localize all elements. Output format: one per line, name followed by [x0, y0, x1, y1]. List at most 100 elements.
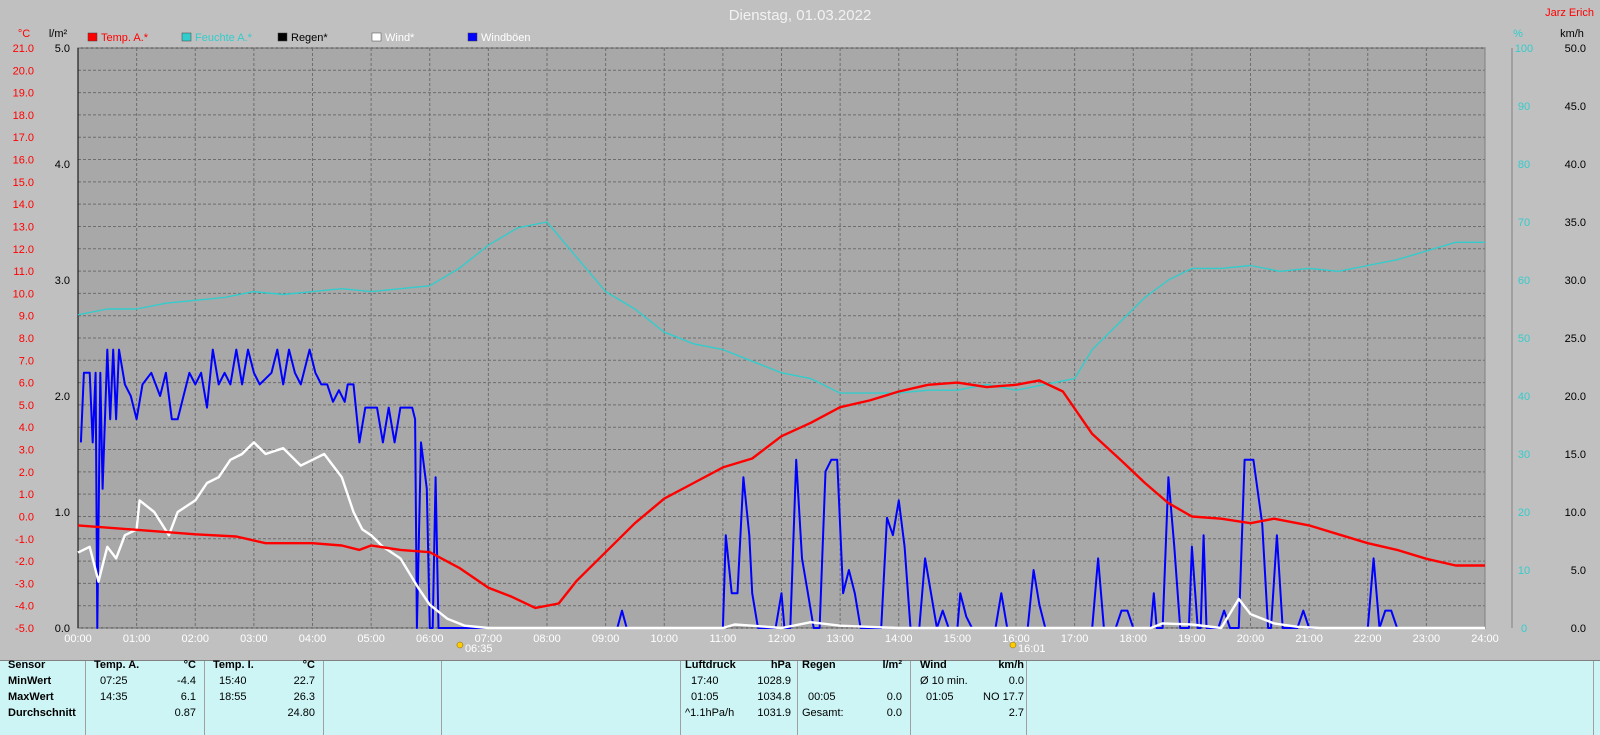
sunrise-label: 06:35 [465, 643, 493, 655]
temp-tick-label: 10.0 [13, 288, 34, 300]
pressure-min-time: 17:40 [691, 675, 719, 687]
temp-tick-label: 4.0 [19, 422, 34, 434]
humidity-tick-label: 50 [1518, 333, 1530, 345]
rain-total: 0.0 [886, 707, 902, 719]
wind-unit: km/h [998, 659, 1024, 671]
sunset-label: 16:01 [1018, 643, 1046, 655]
time-tick-label: 01:00 [123, 633, 151, 645]
temp-i-min-val: 22.7 [293, 675, 315, 687]
temp-tick-label: 9.0 [19, 311, 34, 323]
stats-empty-column-3 [1027, 661, 1599, 735]
chart-svg: 21.0 20.0 19.0 18.0 17.0 16.0 15.0 14.0 13.0 12.0… [13, 7, 1594, 655]
temp-tick-label: 20.0 [13, 65, 34, 77]
time-tick-label: 08:00 [533, 633, 561, 645]
stats-empty-column-1 [324, 661, 442, 735]
series-humidity-line [77, 221, 1485, 394]
row-label-max: MaxWert [8, 691, 54, 703]
legend-label: Regen* [291, 32, 328, 44]
time-tick-label: 04:00 [299, 633, 327, 645]
weather-chart: 21.0 20.0 19.0 18.0 17.0 16.0 15.0 14.0 13.0 12.0… [12, 7, 1594, 655]
rain-max-time: 00:05 [808, 691, 836, 703]
humidity-tick-label: 90 [1518, 101, 1530, 113]
humidity-tick-label: 20 [1518, 507, 1530, 519]
temp-tick-label: 8.0 [19, 333, 34, 345]
wind-avg-label: Ø 10 min. [920, 675, 968, 687]
temp-i-max-val: 26.3 [293, 691, 315, 703]
wind-max-time: 01:05 [926, 691, 954, 703]
rain-max-val: 0.0 [886, 691, 902, 703]
wind-current: 2.7 [1008, 707, 1024, 719]
rain-unit: l/m² [882, 659, 902, 671]
series-temp-line [77, 379, 1485, 610]
time-tick-label: 24:00 [1471, 633, 1499, 645]
wind-tick-label: 25.0 [1565, 333, 1586, 345]
legend-label: Wind* [385, 32, 415, 44]
temp-tick-label: 5.0 [19, 400, 34, 412]
rain-tick-label: 1.0 [55, 507, 70, 519]
temp-i-max-time: 18:55 [219, 691, 247, 703]
temp-i-avg: 24.80 [287, 707, 315, 719]
rain-tick-label: 0.0 [55, 623, 70, 635]
stats-empty-column-2 [442, 661, 681, 735]
temp-tick-label: 7.0 [19, 355, 34, 367]
time-tick-label: 06:00 [416, 633, 444, 645]
legend-swatch [87, 32, 98, 42]
temp-tick-label: 6.0 [19, 378, 34, 390]
temp-tick-label: 0.0 [19, 511, 34, 523]
temp-a-unit: °C [183, 659, 196, 671]
wind-tick-label: 30.0 [1565, 275, 1586, 287]
legend-swatch [467, 32, 478, 42]
temp-a-header: Temp. A. [94, 659, 140, 671]
time-tick-label: 17:00 [1061, 633, 1089, 645]
legend-label: Feuchte A.* [195, 32, 253, 44]
pressure-header: Luftdruck [685, 659, 736, 671]
stats-pressure-column: Luftdruck hPa 17:40 1028.9 01:05 1034.8 … [681, 659, 798, 735]
wind-header: Wind [920, 659, 947, 671]
humidity-unit-label: % [1513, 28, 1523, 40]
temp-tick-label: 15.0 [13, 177, 34, 189]
pressure-max-time: 01:05 [691, 691, 719, 703]
temp-tick-label: -5.0 [15, 623, 34, 635]
legend-swatch [277, 32, 288, 42]
pressure-trend: ^1.1hPa/h [685, 707, 735, 719]
temp-unit-label: °C [18, 28, 30, 40]
temp-a-min-val: -4.4 [177, 675, 196, 687]
series-wind-line [77, 441, 1485, 630]
temp-tick-label: 1.0 [19, 489, 34, 501]
wind-unit-label: km/h [1560, 28, 1584, 40]
time-tick-label: 14:00 [885, 633, 913, 645]
time-tick-label: 11:00 [710, 633, 737, 645]
humidity-tick-label: 0 [1521, 623, 1527, 635]
series-wind-line [79, 348, 1485, 629]
stats-temp-i-column: Temp. I. °C 15:40 22.7 18:55 26.3 24.80 [205, 659, 324, 735]
temp-tick-label: 16.0 [13, 155, 34, 167]
legend-label: Temp. A.* [101, 32, 149, 44]
temp-tick-label: -3.0 [15, 578, 34, 590]
time-tick-label: 19:00 [1178, 633, 1206, 645]
wind-tick-label: 50.0 [1565, 43, 1586, 55]
humidity-tick-label: 10 [1518, 565, 1530, 577]
time-tick-label: 00:00 [64, 633, 92, 645]
time-tick-label: 23:00 [1413, 633, 1441, 645]
stats-wind-column: Wind km/h Ø 10 min. 0.0 01:05 NO 17.7 2.… [911, 659, 1027, 735]
wind-tick-label: 40.0 [1565, 159, 1586, 171]
temp-i-header: Temp. I. [213, 659, 254, 671]
time-tick-label: 02:00 [181, 633, 209, 645]
temp-a-min-time: 07:25 [100, 675, 128, 687]
temp-tick-label: 18.0 [13, 110, 34, 122]
rain-unit-label: l/m² [49, 28, 68, 40]
time-tick-label: 12:00 [768, 633, 796, 645]
wind-tick-label: 0.0 [1571, 623, 1586, 635]
temp-tick-label: -4.0 [15, 601, 34, 613]
stats-rain-column: Regen l/m² 00:05 0.0 Gesamt: 0.0 [798, 659, 911, 735]
stats-table: Sensor MinWert MaxWert Durchschnitt Temp… [0, 659, 1600, 735]
time-tick-label: 05:00 [357, 633, 385, 645]
time-tick-label: 03:00 [240, 633, 268, 645]
temp-tick-label: 13.0 [13, 221, 34, 233]
wind-tick-label: 5.0 [1571, 565, 1586, 577]
legend-label: Windböen [481, 32, 531, 44]
sensor-header: Sensor [8, 659, 46, 671]
time-tick-label: 07:00 [475, 633, 503, 645]
temp-tick-label: 12.0 [13, 244, 34, 256]
pressure-min-val: 1028.9 [757, 675, 791, 687]
